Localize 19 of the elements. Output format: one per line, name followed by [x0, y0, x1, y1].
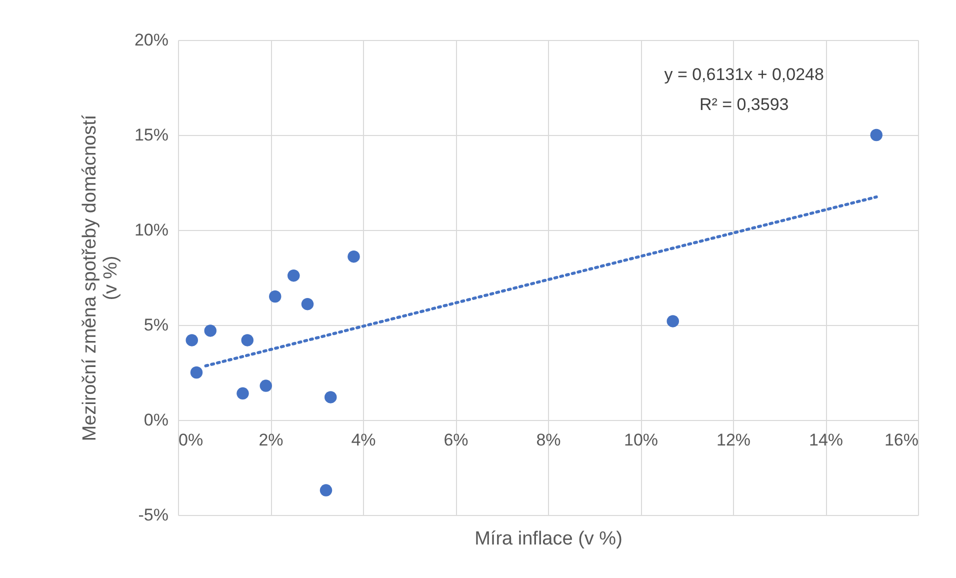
- x-tick-label: 16%: [884, 430, 918, 450]
- x-axis-title: Míra inflace (v %): [474, 528, 622, 550]
- x-tick-label: 4%: [351, 430, 376, 450]
- y-tick-label: 5%: [144, 316, 168, 334]
- x-tick-label: 2%: [258, 430, 284, 450]
- x-tick-label: 10%: [624, 430, 658, 450]
- x-tick-label: 0%: [178, 430, 204, 450]
- x-tick-label: 14%: [808, 430, 844, 450]
- y-tick-label: 10%: [134, 220, 168, 240]
- x-tick-label: 6%: [444, 430, 468, 450]
- y-tick-label: -5%: [138, 506, 168, 524]
- y-tick-label: 15%: [134, 126, 168, 144]
- x-tick-label: 8%: [536, 430, 561, 450]
- annotation: R² = 0,3593: [699, 95, 789, 114]
- annotation: y = 0,6131x + 0,0248: [664, 65, 824, 84]
- x-tick-label: 12%: [716, 430, 751, 450]
- y-tick-label: 20%: [134, 30, 168, 50]
- y-axis-title: Meziroční změna spotřeby domácností (v %): [79, 114, 122, 442]
- y-tick-label: 0%: [144, 410, 168, 430]
